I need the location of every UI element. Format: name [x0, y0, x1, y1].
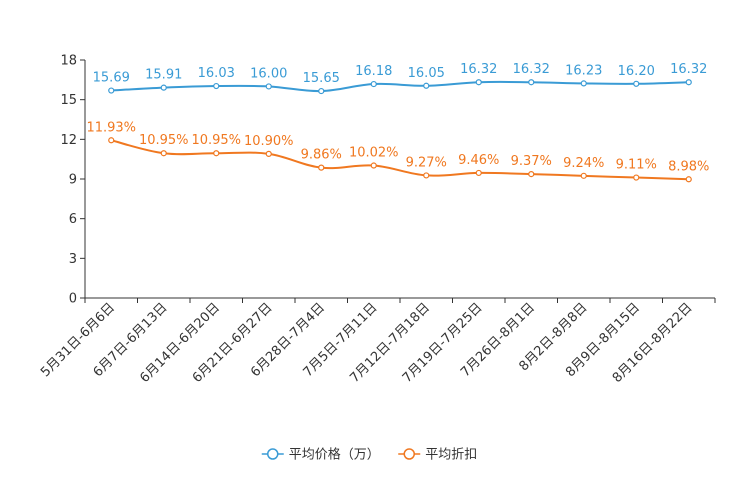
- data-label: 9.37%: [511, 154, 552, 169]
- data-label: 9.27%: [406, 155, 447, 170]
- series-line: [111, 80, 689, 93]
- data-label: 15.69: [93, 71, 130, 86]
- data-point: [370, 162, 377, 169]
- data-point: [370, 80, 377, 88]
- data-label: 9.86%: [301, 148, 342, 163]
- y-tick-label: 0: [69, 292, 77, 307]
- data-label: 16.32: [460, 62, 497, 77]
- data-label: 16.23: [565, 63, 602, 78]
- data-label: 10.95%: [139, 133, 189, 148]
- data-label: 10.90%: [244, 134, 294, 149]
- data-point: [685, 176, 692, 183]
- legend: 平均价格（万） 平均折扣: [261, 447, 477, 463]
- data-label: 16.32: [670, 62, 707, 77]
- data-point: [160, 84, 167, 91]
- data-label: 16.03: [198, 66, 235, 81]
- y-tick-label: 18: [60, 54, 77, 69]
- data-point: [213, 82, 220, 90]
- data-label: 9.46%: [458, 153, 499, 168]
- legend-item-2: 平均折扣: [398, 448, 477, 463]
- data-point: [423, 82, 430, 89]
- data-label: 16.32: [513, 62, 550, 77]
- series-layer: 15.69 15.91 16.03 16.00 15.65 16.18 16.05 16.32…: [86, 62, 709, 183]
- legend-item-1: 平均价格（万）: [261, 447, 380, 463]
- data-label: 16.20: [618, 64, 655, 79]
- data-label: 10.02%: [349, 146, 399, 161]
- data-label: 16.00: [250, 66, 287, 81]
- data-label: 11.93%: [86, 120, 136, 135]
- legend-label: 平均价格（万）: [289, 447, 380, 463]
- data-label: 15.91: [145, 68, 182, 83]
- series-1: 15.69 15.91 16.03 16.00 15.65 16.18 16.05 16.32…: [93, 62, 707, 95]
- data-point: [580, 172, 587, 179]
- data-point: [318, 164, 325, 171]
- data-point: [475, 169, 482, 177]
- y-tick-label: 15: [60, 93, 77, 108]
- series-2: 11.93%10.95% 10.95% 10.90%9.86% 10.02%9.27%…: [86, 120, 709, 183]
- data-label: 9.24%: [563, 156, 604, 171]
- data-label: 16.05: [408, 66, 445, 81]
- series-line: [111, 139, 689, 181]
- axes: 03691215185月31日-6月6日6月7日-6月13日6月14日-6月20…: [38, 54, 716, 386]
- legend-marker-icon: [403, 448, 415, 460]
- data-point: [528, 171, 535, 178]
- data-point: [423, 172, 430, 179]
- data-point: [160, 150, 167, 157]
- data-point: [265, 83, 272, 90]
- data-point: [580, 80, 587, 87]
- data-point: [528, 79, 535, 86]
- data-point: [265, 150, 272, 157]
- data-point: [475, 79, 482, 86]
- y-tick-label: 12: [60, 133, 77, 148]
- data-label: 15.65: [303, 71, 340, 86]
- data-point: [108, 87, 115, 94]
- data-point: [633, 80, 640, 87]
- y-tick-label: 6: [69, 212, 77, 227]
- data-label: 10.95%: [191, 133, 241, 148]
- legend-marker-icon: [267, 448, 279, 460]
- data-point: [213, 150, 220, 157]
- data-point: [633, 174, 640, 181]
- data-label: 9.11%: [616, 158, 657, 173]
- data-point: [108, 137, 115, 144]
- data-point: [318, 87, 325, 95]
- y-tick-label: 3: [69, 252, 77, 267]
- data-label: 16.18: [355, 64, 392, 79]
- y-tick-label: 9: [69, 173, 77, 188]
- data-point: [685, 79, 692, 86]
- legend-label: 平均折扣: [425, 448, 477, 463]
- data-label: 8.98%: [668, 159, 709, 174]
